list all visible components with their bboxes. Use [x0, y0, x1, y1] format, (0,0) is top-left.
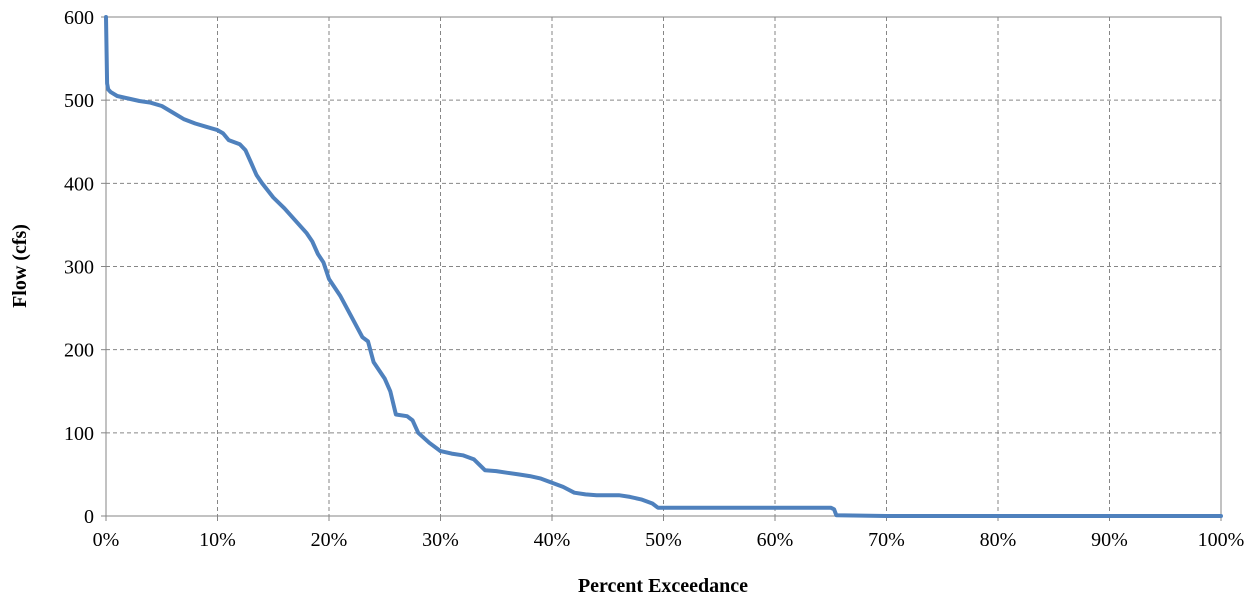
- y-tick-label: 0: [84, 506, 94, 528]
- flow-duration-line: [104, 15, 1223, 518]
- x-tick-label: 90%: [1091, 529, 1128, 551]
- x-tick-label: 50%: [645, 529, 682, 551]
- plot-area-frame: [105, 16, 1222, 517]
- x-tick-label: 70%: [868, 529, 905, 551]
- x-tick-label: 0%: [93, 529, 120, 551]
- x-tick-label: 60%: [757, 529, 794, 551]
- y-axis-ticks: 0 100 200 300 400 500 600: [64, 7, 94, 528]
- x-tick-label: 10%: [199, 529, 236, 551]
- y-tick-label: 500: [64, 90, 94, 112]
- x-axis-ticks: 0% 10% 20% 30% 40% 50% 60% 70% 80% 90% 100%: [93, 529, 1245, 551]
- y-tick-label: 100: [64, 423, 94, 445]
- y-tick-label: 200: [64, 340, 94, 362]
- x-tick-label: 40%: [534, 529, 571, 551]
- grid-lines: [101, 16, 1222, 521]
- y-tick-label: 600: [64, 7, 94, 29]
- x-tick-label: 20%: [311, 529, 348, 551]
- x-axis-title: Percent Exceedance: [578, 575, 748, 597]
- y-axis-title: Flow (cfs): [9, 224, 31, 308]
- y-tick-label: 300: [64, 257, 94, 279]
- series-layer: [104, 15, 1223, 518]
- y-tick-label: 400: [64, 173, 94, 195]
- x-tick-label: 100%: [1198, 529, 1245, 551]
- x-tick-label: 30%: [422, 529, 459, 551]
- x-tick-label: 80%: [980, 529, 1017, 551]
